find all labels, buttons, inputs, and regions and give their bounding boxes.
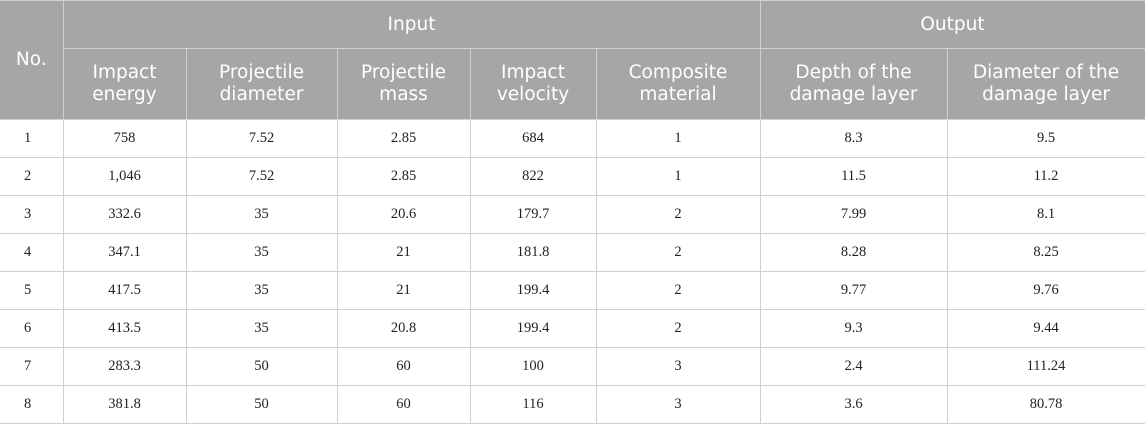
impact-velocity-cell: 181.8 [469, 233, 597, 272]
no-column-header: No. [0, 0, 64, 120]
damage-depth-cell: 9.77 [759, 271, 948, 310]
impact-energy-cell: 413.5 [62, 309, 187, 348]
projectile-diameter-cell: 7.52 [185, 119, 338, 158]
damage-diameter-cell: 111.24 [946, 347, 1145, 386]
composite-material-cell: 3 [595, 385, 761, 424]
projectile-mass-cell: 21 [336, 271, 471, 310]
composite-material-cell: 2 [595, 309, 761, 348]
table-row: 1 758 7.52 2.85 684 1 8.3 9.5 [0, 119, 1145, 158]
damage-depth-cell: 2.4 [759, 347, 948, 386]
row-number-cell: 5 [0, 271, 64, 310]
output-group-header: Output [759, 0, 1145, 49]
projectile-mass-header: Projectile mass [336, 48, 471, 120]
damage-depth-cell: 3.6 [759, 385, 948, 424]
impact-energy-header: Impact energy [62, 48, 187, 120]
projectile-diameter-cell: 35 [185, 233, 338, 272]
row-number-cell: 6 [0, 309, 64, 348]
table-header: No. Input Output Impact energy Projectil… [0, 0, 1145, 120]
projectile-diameter-cell: 35 [185, 309, 338, 348]
row-number-cell: 8 [0, 385, 64, 424]
damage-depth-cell: 9.3 [759, 309, 948, 348]
composite-material-cell: 3 [595, 347, 761, 386]
row-number-cell: 7 [0, 347, 64, 386]
projectile-diameter-cell: 50 [185, 347, 338, 386]
table-row: 2 1,046 7.52 2.85 822 1 11.5 11.2 [0, 157, 1145, 196]
composite-material-cell: 1 [595, 157, 761, 196]
damage-diameter-cell: 9.44 [946, 309, 1145, 348]
table-row: 6 413.5 35 20.8 199.4 2 9.3 9.44 [0, 309, 1145, 348]
damage-depth-cell: 8.28 [759, 233, 948, 272]
damage-diameter-cell: 9.76 [946, 271, 1145, 310]
impact-energy-cell: 417.5 [62, 271, 187, 310]
damage-depth-cell: 8.3 [759, 119, 948, 158]
damage-depth-cell: 11.5 [759, 157, 948, 196]
damage-depth-cell: 7.99 [759, 195, 948, 234]
row-number-cell: 3 [0, 195, 64, 234]
projectile-diameter-header: Projectile diameter [185, 48, 338, 120]
impact-velocity-cell: 179.7 [469, 195, 597, 234]
composite-material-cell: 2 [595, 233, 761, 272]
impact-energy-cell: 332.6 [62, 195, 187, 234]
table-row: 5 417.5 35 21 199.4 2 9.77 9.76 [0, 271, 1145, 310]
projectile-mass-cell: 2.85 [336, 157, 471, 196]
header-group-row: No. Input Output [0, 0, 1145, 120]
projectile-diameter-cell: 35 [185, 195, 338, 234]
projectile-diameter-cell: 7.52 [185, 157, 338, 196]
table-row: 7 283.3 50 60 100 3 2.4 111.24 [0, 347, 1145, 386]
projectile-mass-cell: 20.6 [336, 195, 471, 234]
damage-diameter-cell: 9.5 [946, 119, 1145, 158]
projectile-mass-cell: 20.8 [336, 309, 471, 348]
impact-energy-cell: 347.1 [62, 233, 187, 272]
impact-velocity-header: Impact velocity [469, 48, 597, 120]
composite-material-header: Composite material [595, 48, 761, 120]
projectile-mass-cell: 60 [336, 385, 471, 424]
impact-energy-cell: 283.3 [62, 347, 187, 386]
impact-energy-cell: 1,046 [62, 157, 187, 196]
table-row: 8 381.8 50 60 116 3 3.6 80.78 [0, 385, 1145, 424]
row-number-cell: 4 [0, 233, 64, 272]
row-number-cell: 2 [0, 157, 64, 196]
header-column-row: Impact energy Projectile diameter Projec… [0, 48, 1145, 120]
table-row: 4 347.1 35 21 181.8 2 8.28 8.25 [0, 233, 1145, 272]
composite-material-cell: 1 [595, 119, 761, 158]
damage-diameter-cell: 8.25 [946, 233, 1145, 272]
damage-diameter-cell: 8.1 [946, 195, 1145, 234]
damage-diameter-cell: 80.78 [946, 385, 1145, 424]
table-row: 3 332.6 35 20.6 179.7 2 7.99 8.1 [0, 195, 1145, 234]
damage-diameter-cell: 11.2 [946, 157, 1145, 196]
impact-velocity-cell: 199.4 [469, 309, 597, 348]
projectile-mass-cell: 2.85 [336, 119, 471, 158]
impact-energy-cell: 381.8 [62, 385, 187, 424]
table-body: 1 758 7.52 2.85 684 1 8.3 9.5 2 1,046 7.52 2.85 822 1… [0, 119, 1145, 424]
composite-material-cell: 2 [595, 195, 761, 234]
impact-velocity-cell: 822 [469, 157, 597, 196]
composite-material-cell: 2 [595, 271, 761, 310]
impact-velocity-cell: 116 [469, 385, 597, 424]
damage-diameter-header: Diameter of the damage layer [946, 48, 1145, 120]
impact-velocity-cell: 199.4 [469, 271, 597, 310]
input-group-header: Input [62, 0, 761, 49]
impact-velocity-cell: 684 [469, 119, 597, 158]
projectile-diameter-cell: 35 [185, 271, 338, 310]
row-number-cell: 1 [0, 119, 64, 158]
projectile-mass-cell: 60 [336, 347, 471, 386]
impact-energy-cell: 758 [62, 119, 187, 158]
projectile-diameter-cell: 50 [185, 385, 338, 424]
damage-depth-header: Depth of the damage layer [759, 48, 948, 120]
impact-velocity-cell: 100 [469, 347, 597, 386]
projectile-mass-cell: 21 [336, 233, 471, 272]
